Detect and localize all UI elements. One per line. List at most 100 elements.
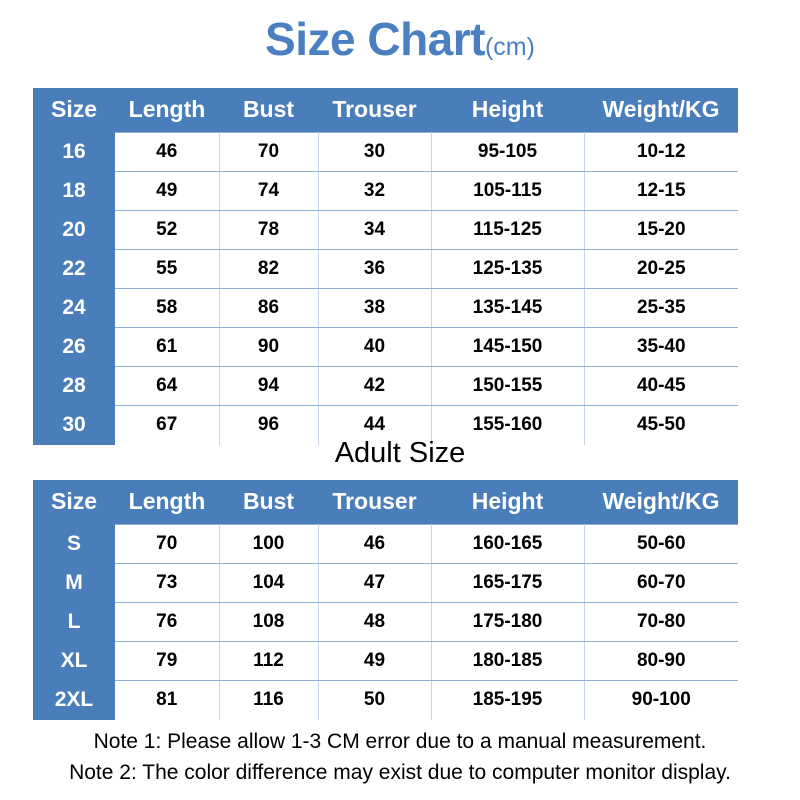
note-line-2: Note 2: The color difference may exist d…: [69, 761, 731, 784]
cell-trouser: 47: [318, 563, 432, 603]
table-row: 28 64 94 42 150-155 40-45: [33, 366, 738, 406]
cell-length: 76: [115, 602, 220, 642]
cell-size: 16: [33, 132, 115, 172]
cell-height: 125-135: [431, 249, 585, 289]
cell-trouser: 50: [318, 680, 432, 720]
cell-trouser: 30: [318, 132, 432, 172]
cell-weight-kg: 45-50: [584, 405, 738, 445]
notes-block: Note 1: Please allow 1-3 CM error due to…: [0, 726, 800, 788]
table-row: 30 67 96 44 155-160 45-50: [33, 405, 738, 445]
cell-size: 28: [33, 366, 115, 406]
column-header-height: Height: [431, 480, 584, 525]
cell-weight-kg: 80-90: [584, 641, 738, 681]
table-row: 22 55 82 36 125-135 20-25: [33, 249, 738, 289]
adult-size-caption: Adult Size: [334, 437, 466, 469]
table-row: L 76 108 48 175-180 70-80: [33, 602, 738, 642]
cell-trouser: 44: [318, 405, 432, 445]
cell-size: 22: [33, 249, 115, 289]
cell-length: 49: [115, 171, 220, 211]
table-row: 24 58 86 38 135-145 25-35: [33, 288, 738, 328]
column-header-trouser: Trouser: [318, 88, 431, 133]
cell-length: 58: [115, 288, 220, 328]
column-header-bust: Bust: [219, 88, 318, 133]
cell-bust: 94: [219, 366, 319, 406]
youth-size-table: Size Length Bust Trouser Height Weight/K…: [33, 88, 738, 445]
cell-height: 95-105: [431, 132, 585, 172]
youth-table-body: 16 46 70 30 95-105 10-12 18 49 74 32 105-115 12-15 2…: [33, 132, 738, 445]
cell-trouser: 40: [318, 327, 432, 367]
table-header-row: Size Length Bust Trouser Height Weight/K…: [33, 480, 738, 525]
column-header-weight: Weight/KG: [584, 480, 738, 525]
table-row: 18 49 74 32 105-115 12-15: [33, 171, 738, 211]
table-row: M 73 104 47 165-175 60-70: [33, 563, 738, 603]
cell-weight-kg: 10-12: [584, 132, 738, 172]
table-row: 2XL 81 116 50 185-195 90-100: [33, 680, 738, 720]
cell-bust: 74: [219, 171, 319, 211]
cell-bust: 108: [219, 602, 319, 642]
cell-weight-kg: 12-15: [584, 171, 738, 211]
table-row: 26 61 90 40 145-150 35-40: [33, 327, 738, 367]
column-header-trouser: Trouser: [318, 480, 431, 525]
cell-height: 180-185: [431, 641, 585, 681]
cell-length: 55: [115, 249, 220, 289]
cell-bust: 96: [219, 405, 319, 445]
cell-weight-kg: 20-25: [584, 249, 738, 289]
cell-size: 24: [33, 288, 115, 328]
cell-height: 165-175: [431, 563, 585, 603]
cell-trouser: 36: [318, 249, 432, 289]
cell-weight-kg: 60-70: [584, 563, 738, 603]
cell-weight-kg: 35-40: [584, 327, 738, 367]
column-header-size: Size: [33, 480, 115, 525]
cell-size: S: [33, 524, 115, 564]
cell-height: 105-115: [431, 171, 585, 211]
cell-size: 18: [33, 171, 115, 211]
cell-height: 160-165: [431, 524, 585, 564]
cell-bust: 112: [219, 641, 319, 681]
cell-trouser: 34: [318, 210, 432, 250]
column-header-length: Length: [115, 88, 219, 133]
cell-length: 70: [115, 524, 220, 564]
cell-bust: 86: [219, 288, 319, 328]
cell-bust: 78: [219, 210, 319, 250]
page-title: Size Chart(cm): [0, 12, 800, 66]
cell-weight-kg: 90-100: [584, 680, 738, 720]
cell-weight-kg: 25-35: [584, 288, 738, 328]
table-row: S 70 100 46 160-165 50-60: [33, 524, 738, 564]
cell-trouser: 49: [318, 641, 432, 681]
cell-height: 145-150: [431, 327, 585, 367]
cell-height: 175-180: [431, 602, 585, 642]
cell-length: 52: [115, 210, 220, 250]
cell-size: L: [33, 602, 115, 642]
cell-trouser: 46: [318, 524, 432, 564]
table-row: 20 52 78 34 115-125 15-20: [33, 210, 738, 250]
cell-length: 64: [115, 366, 220, 406]
cell-height: 115-125: [431, 210, 585, 250]
cell-height: 185-195: [431, 680, 585, 720]
table-header-row: Size Length Bust Trouser Height Weight/K…: [33, 88, 738, 133]
column-header-height: Height: [431, 88, 584, 133]
cell-height: 155-160: [431, 405, 585, 445]
column-header-bust: Bust: [219, 480, 318, 525]
cell-size: 2XL: [33, 680, 115, 720]
table-row: XL 79 112 49 180-185 80-90: [33, 641, 738, 681]
cell-size: 26: [33, 327, 115, 367]
cell-bust: 82: [219, 249, 319, 289]
cell-bust: 70: [219, 132, 319, 172]
cell-trouser: 42: [318, 366, 432, 406]
cell-bust: 104: [219, 563, 319, 603]
cell-size: 30: [33, 405, 115, 445]
column-header-length: Length: [115, 480, 219, 525]
adult-size-table: Size Length Bust Trouser Height Weight/K…: [33, 480, 738, 720]
cell-weight-kg: 40-45: [584, 366, 738, 406]
cell-weight-kg: 50-60: [584, 524, 738, 564]
column-header-weight: Weight/KG: [584, 88, 738, 133]
adult-table-body: S 70 100 46 160-165 50-60 M 73 104 47 165-175 60-70…: [33, 524, 738, 720]
cell-length: 73: [115, 563, 220, 603]
cell-length: 61: [115, 327, 220, 367]
cell-length: 67: [115, 405, 220, 445]
cell-size: 20: [33, 210, 115, 250]
cell-height: 150-155: [431, 366, 585, 406]
cell-trouser: 38: [318, 288, 432, 328]
cell-height: 135-145: [431, 288, 585, 328]
